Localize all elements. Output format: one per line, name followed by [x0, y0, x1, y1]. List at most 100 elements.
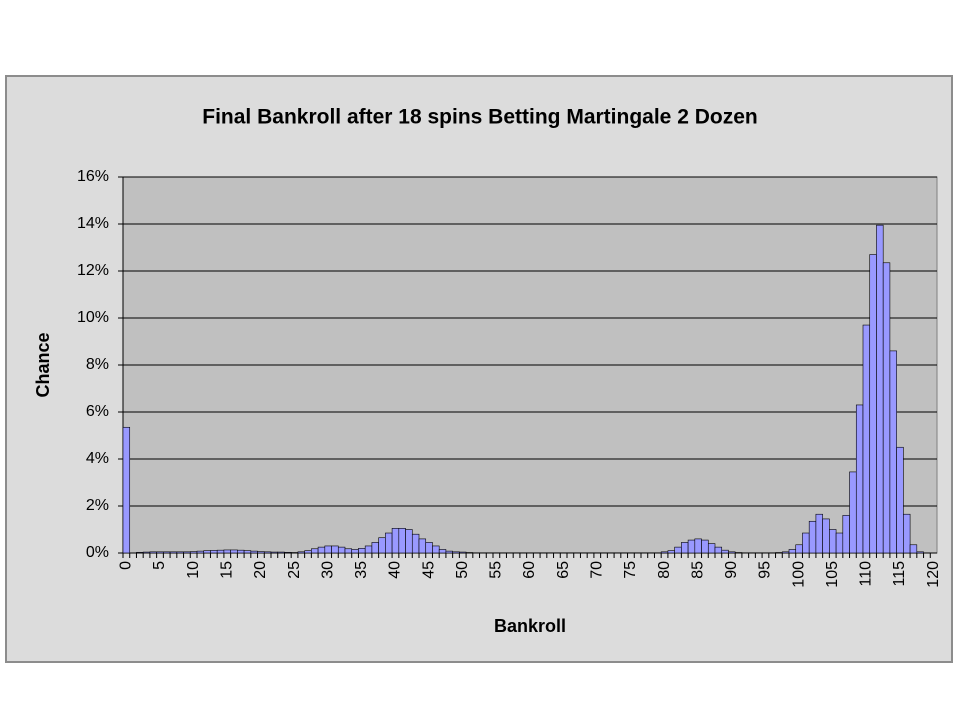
- bar: [399, 528, 406, 553]
- bar: [385, 533, 392, 553]
- bar: [432, 546, 439, 553]
- bar: [917, 552, 924, 553]
- x-tick-label: 85: [689, 561, 706, 579]
- bar: [136, 552, 143, 553]
- bar: [251, 551, 258, 553]
- bar: [284, 552, 291, 553]
- bar: [843, 515, 850, 553]
- bar: [856, 405, 863, 553]
- bar: [681, 542, 688, 553]
- bar: [836, 533, 843, 553]
- x-tick-label: 35: [353, 561, 370, 579]
- x-tick-label: 45: [420, 561, 437, 579]
- x-tick-label: 20: [252, 561, 269, 579]
- bar: [150, 552, 157, 553]
- bar: [406, 530, 413, 554]
- bar: [372, 542, 379, 553]
- bar: [715, 547, 722, 553]
- bar: [264, 552, 271, 553]
- bar: [802, 533, 809, 553]
- bar: [352, 549, 359, 553]
- bar: [305, 551, 312, 553]
- x-axis-label: Bankroll: [494, 616, 566, 636]
- y-tick-label: 16%: [77, 168, 109, 185]
- bar: [809, 521, 816, 553]
- x-tick-label: 110: [858, 561, 875, 587]
- bar: [910, 545, 917, 553]
- bar: [850, 472, 857, 553]
- y-axis-label: Chance: [33, 332, 53, 397]
- bar: [708, 544, 715, 553]
- bar: [816, 514, 823, 553]
- bar: [903, 514, 910, 553]
- bar: [345, 549, 352, 553]
- bar: [338, 547, 345, 553]
- bar: [863, 325, 870, 553]
- y-tick-label: 8%: [86, 356, 109, 373]
- bar: [702, 540, 709, 553]
- bar: [358, 548, 365, 553]
- bar: [258, 552, 265, 553]
- x-tick-label: 60: [521, 561, 538, 579]
- bar: [143, 552, 150, 553]
- y-tick-label: 4%: [86, 450, 109, 467]
- bar: [365, 546, 372, 553]
- x-tick-label: 90: [723, 561, 740, 579]
- bar: [439, 549, 446, 553]
- bar: [695, 539, 702, 553]
- bar: [197, 551, 204, 553]
- x-tick-label: 65: [555, 561, 572, 579]
- x-tick-label: 75: [622, 561, 639, 579]
- y-tick-label: 14%: [77, 215, 109, 232]
- bar: [796, 545, 803, 553]
- bar: [883, 263, 890, 553]
- y-tick-label: 6%: [86, 403, 109, 420]
- bar: [782, 552, 789, 553]
- bar: [177, 552, 184, 553]
- bar: [170, 552, 177, 553]
- bar: [412, 534, 419, 553]
- bar: [789, 549, 796, 553]
- x-tick-label: 5: [151, 561, 168, 570]
- bar: [318, 547, 325, 553]
- bar: [728, 552, 735, 553]
- bar: [278, 552, 285, 553]
- bar: [332, 546, 339, 553]
- bar: [453, 552, 460, 553]
- bar: [829, 530, 836, 554]
- bar: [204, 551, 211, 553]
- bar: [311, 549, 318, 553]
- bar: [426, 542, 433, 553]
- bar: [237, 550, 244, 553]
- x-tick-label: 100: [790, 561, 807, 588]
- x-tick-label: 120: [925, 561, 942, 588]
- bar: [298, 552, 305, 553]
- x-tick-label: 10: [185, 561, 202, 579]
- bar: [823, 519, 830, 553]
- chart-title: Final Bankroll after 18 spins Betting Ma…: [202, 106, 757, 129]
- bar: [459, 552, 466, 553]
- x-tick-label: 25: [286, 561, 303, 579]
- bar: [897, 447, 904, 553]
- bar: [190, 552, 197, 553]
- bar: [184, 552, 191, 553]
- bar: [419, 539, 426, 553]
- bar: [870, 255, 877, 553]
- bar: [675, 547, 682, 553]
- x-tick-label: 105: [824, 561, 841, 588]
- y-tick-label: 10%: [77, 309, 109, 326]
- bar: [668, 551, 675, 553]
- bar: [271, 552, 278, 553]
- x-tick-label: 30: [319, 561, 336, 579]
- bar: [876, 225, 883, 553]
- bar: [157, 552, 164, 553]
- bar: [661, 552, 668, 553]
- x-tick-label: 50: [454, 561, 471, 579]
- x-tick-label: 15: [218, 561, 235, 579]
- x-tick-label: 70: [588, 561, 605, 579]
- bar: [244, 551, 251, 553]
- bar: [379, 538, 386, 553]
- bar: [224, 550, 231, 553]
- bar: [392, 528, 399, 553]
